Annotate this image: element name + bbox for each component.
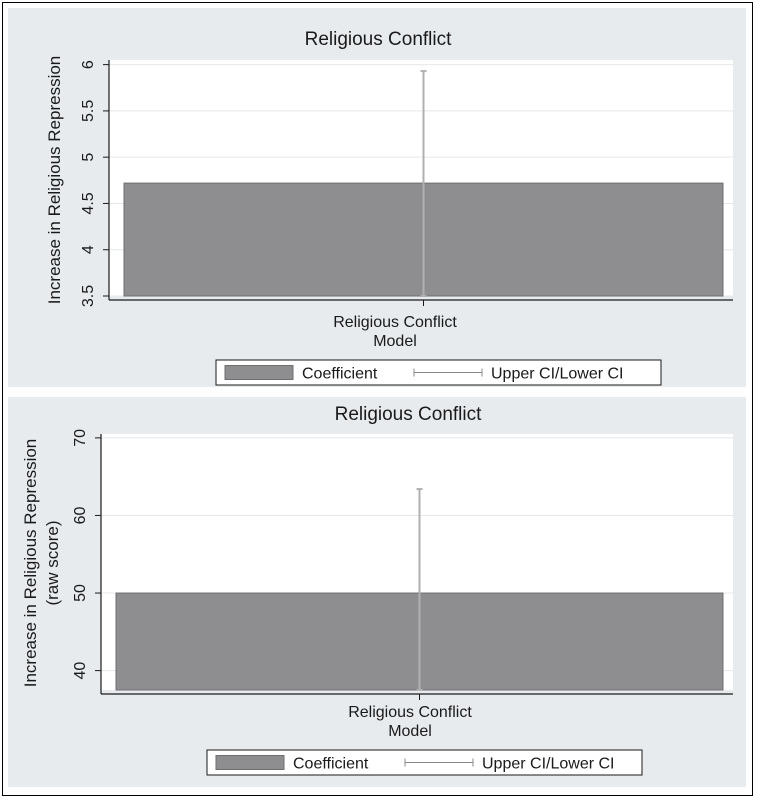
x-category-label: Religious Conflict (348, 704, 472, 721)
figure-svg: 3.5 4 4.5 5 5.5 6 Religious Conflict Increase i… (8, 8, 746, 787)
y-tick-label: 50 (72, 584, 89, 602)
y-axis-label-2: (raw score) (43, 520, 62, 605)
y-tick-label: 70 (72, 429, 89, 447)
x-category-label: Religious Conflict (333, 314, 457, 331)
y-axis-label: Increase in Religious Repression (21, 439, 40, 688)
legend-label-ci: Upper CI/Lower CI (482, 756, 615, 773)
x-axis-label: Model (373, 333, 417, 350)
y-axis-label: Increase in Religious Repression (45, 56, 64, 305)
y-tick-label: 5 (80, 153, 97, 162)
y-tick-label: 40 (72, 662, 89, 680)
y-tick-label: 60 (72, 506, 89, 524)
y-tick-label: 3.5 (80, 285, 97, 307)
legend-label-coefficient: Coefficient (293, 756, 369, 773)
legend-bar-swatch (215, 755, 285, 770)
x-axis-label: Model (388, 723, 432, 740)
chart-panel-1: 3.5 4 4.5 5 5.5 6 Religious Conflict Increase i… (8, 8, 746, 387)
y-tick-label: 5.5 (80, 100, 97, 122)
y-tick-label: 4.5 (80, 192, 97, 214)
legend: Coefficient Upper CI/Lower CI (215, 359, 662, 386)
y-tick-label: 6 (80, 60, 97, 69)
legend: Coefficient Upper CI/Lower CI (206, 749, 643, 776)
legend-label-coefficient: Coefficient (302, 366, 378, 383)
legend-bar-swatch (224, 365, 294, 380)
chart-title: Religious Conflict (335, 404, 483, 425)
chart-title: Religious Conflict (305, 29, 453, 50)
y-tick-label: 4 (80, 245, 97, 254)
legend-label-ci: Upper CI/Lower CI (491, 366, 624, 383)
chart-panel-2: 40 50 60 70 Religious Conflict Increase in Re… (8, 397, 746, 787)
